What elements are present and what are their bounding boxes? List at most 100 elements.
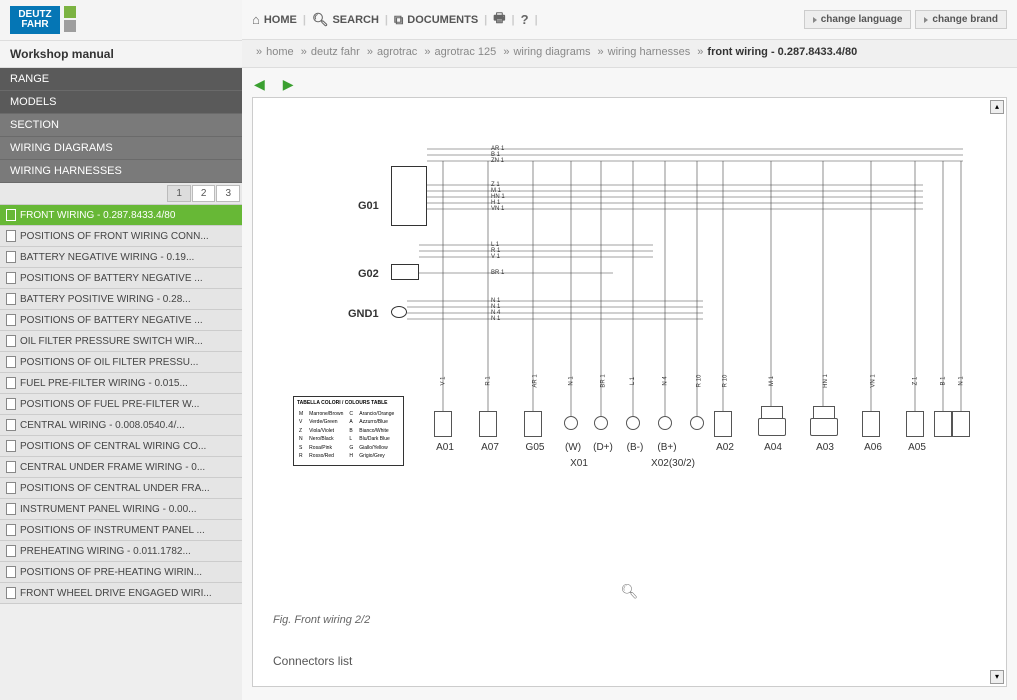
sidebar-item[interactable]: POSITIONS OF CENTRAL UNDER FRA... bbox=[0, 478, 242, 499]
sidebar-item-label: POSITIONS OF INSTRUMENT PANEL ... bbox=[20, 525, 205, 536]
sidebar-item-label: POSITIONS OF FUEL PRE-FILTER W... bbox=[20, 399, 199, 410]
document-icon bbox=[6, 545, 16, 557]
triangle-icon bbox=[924, 17, 928, 23]
connector-id: A04 bbox=[756, 442, 790, 453]
prev-arrow[interactable]: ◀ bbox=[254, 76, 265, 93]
sidebar-item[interactable]: OIL FILTER PRESSURE SWITCH WIR... bbox=[0, 331, 242, 352]
manual-title: Workshop manual bbox=[0, 40, 242, 68]
connector-shape bbox=[626, 416, 640, 430]
crumb[interactable]: wiring harnesses bbox=[608, 46, 691, 58]
sidebar-item[interactable]: POSITIONS OF FUEL PRE-FILTER W... bbox=[0, 394, 242, 415]
sidebar-item-label: FUEL PRE-FILTER WIRING - 0.015... bbox=[20, 378, 188, 389]
connector-shape bbox=[810, 406, 836, 436]
connector-id: (B+) bbox=[650, 442, 684, 453]
sidebar-cat-range[interactable]: RANGE bbox=[0, 68, 242, 91]
nav-print[interactable]: 🖶 bbox=[493, 9, 505, 31]
crumb-current: front wiring - 0.287.8433.4/80 bbox=[707, 46, 857, 58]
sidebar-item[interactable]: POSITIONS OF INSTRUMENT PANEL ... bbox=[0, 520, 242, 541]
logo-square-green bbox=[64, 6, 76, 18]
crumb[interactable]: wiring diagrams bbox=[513, 46, 590, 58]
change-language-button[interactable]: change language bbox=[804, 10, 912, 29]
nav-home[interactable]: ⌂ HOME bbox=[252, 12, 297, 27]
sidebar-item[interactable]: BATTERY POSITIVE WIRING - 0.28... bbox=[0, 289, 242, 310]
connector-shape bbox=[952, 411, 970, 437]
wire-label: V 1 bbox=[491, 254, 500, 260]
wiring-diagram: G01 G02 GND1 AR 1B 1ZN 1Z 1M 1HN 1H 1VN … bbox=[293, 116, 973, 486]
connector-sub: X01 bbox=[549, 458, 609, 469]
connector-shape bbox=[658, 416, 672, 430]
crumb[interactable]: home bbox=[266, 46, 294, 58]
sidebar-item[interactable]: PREHEATING WIRING - 0.011.1782... bbox=[0, 541, 242, 562]
connector-shape bbox=[564, 416, 578, 430]
document-icon bbox=[6, 398, 16, 410]
sidebar-cat-wiring-diagrams[interactable]: WIRING DIAGRAMS bbox=[0, 137, 242, 160]
nav-search[interactable]: 🔍︎ SEARCH bbox=[312, 12, 379, 28]
nav-help[interactable]: ? bbox=[521, 12, 529, 27]
document-icon bbox=[6, 251, 16, 263]
document-icon bbox=[6, 230, 16, 242]
logo-square-gray bbox=[64, 20, 76, 32]
sidebar-item-label: CENTRAL WIRING - 0.008.0540.4/... bbox=[20, 420, 185, 431]
sidebar-item[interactable]: FRONT WHEEL DRIVE ENGAGED WIRI... bbox=[0, 583, 242, 604]
crumb[interactable]: agrotrac 125 bbox=[435, 46, 497, 58]
sidebar-item[interactable]: POSITIONS OF FRONT WIRING CONN... bbox=[0, 226, 242, 247]
change-brand-button[interactable]: change brand bbox=[915, 10, 1007, 29]
sidebar-item[interactable]: POSITIONS OF PRE-HEATING WIRIN... bbox=[0, 562, 242, 583]
connector-shape bbox=[479, 411, 497, 437]
document-icon bbox=[6, 314, 16, 326]
crumb[interactable]: deutz fahr bbox=[311, 46, 360, 58]
content-area: ◀ ▶ ▴ ▾ G01 G02 GND1 AR 1B 1ZN 1Z 1M 1HN… bbox=[242, 68, 1017, 700]
wire-label: ZN 1 bbox=[491, 158, 504, 164]
connector-id: A07 bbox=[473, 442, 507, 453]
page-1[interactable]: 1 bbox=[167, 185, 191, 202]
top-nav: ⌂ HOME | 🔍︎ SEARCH | ⧉ DOCUMENTS | 🖶 | ?… bbox=[242, 0, 1017, 40]
sidebar-item[interactable]: POSITIONS OF BATTERY NEGATIVE ... bbox=[0, 268, 242, 289]
wire-label: R 10 bbox=[696, 375, 702, 388]
scroll-up-button[interactable]: ▴ bbox=[990, 100, 1004, 114]
wire-label: VN 1 bbox=[871, 374, 877, 387]
sidebar-item-label: POSITIONS OF BATTERY NEGATIVE ... bbox=[20, 273, 203, 284]
gnd-ring bbox=[391, 306, 407, 318]
sidebar-item[interactable]: POSITIONS OF BATTERY NEGATIVE ... bbox=[0, 310, 242, 331]
sidebar-item-label: POSITIONS OF BATTERY NEGATIVE ... bbox=[20, 315, 203, 326]
page-3[interactable]: 3 bbox=[216, 185, 240, 202]
connector-id: G05 bbox=[518, 442, 552, 453]
sidebar-item[interactable]: CENTRAL UNDER FRAME WIRING - 0... bbox=[0, 457, 242, 478]
next-arrow[interactable]: ▶ bbox=[283, 76, 294, 93]
scroll-down-button[interactable]: ▾ bbox=[990, 670, 1004, 684]
sidebar-cat-section[interactable]: SECTION bbox=[0, 114, 242, 137]
g02-block bbox=[391, 264, 419, 280]
wire-label: B 1 bbox=[941, 376, 947, 385]
brand-line2: FAHR bbox=[21, 20, 48, 30]
connector-id: A03 bbox=[808, 442, 842, 453]
sidebar-item[interactable]: FUEL PRE-FILTER WIRING - 0.015... bbox=[0, 373, 242, 394]
document-icon bbox=[6, 209, 16, 221]
sidebar-item[interactable]: INSTRUMENT PANEL WIRING - 0.00... bbox=[0, 499, 242, 520]
wire-label: N 1 bbox=[491, 316, 500, 322]
sidebar-item[interactable]: POSITIONS OF CENTRAL WIRING CO... bbox=[0, 436, 242, 457]
document-icon bbox=[6, 503, 16, 515]
page-2[interactable]: 2 bbox=[192, 185, 216, 202]
sidebar-item[interactable]: FRONT WIRING - 0.287.8433.4/80 bbox=[0, 205, 242, 226]
sidebar-item-label: POSITIONS OF CENTRAL UNDER FRA... bbox=[20, 483, 210, 494]
node-g01: G01 bbox=[358, 200, 379, 212]
nav-documents[interactable]: ⧉ DOCUMENTS bbox=[394, 12, 478, 28]
sidebar-item[interactable]: CENTRAL WIRING - 0.008.0540.4/... bbox=[0, 415, 242, 436]
document-icon bbox=[6, 440, 16, 452]
sidebar-item-label: FRONT WIRING - 0.287.8433.4/80 bbox=[20, 210, 175, 221]
sidebar-item[interactable]: BATTERY NEGATIVE WIRING - 0.19... bbox=[0, 247, 242, 268]
home-icon: ⌂ bbox=[252, 12, 260, 27]
connector-shape bbox=[758, 406, 784, 436]
connectors-list-heading: Connectors list bbox=[273, 654, 352, 668]
connector-id: (D+) bbox=[586, 442, 620, 453]
crumb[interactable]: agrotrac bbox=[377, 46, 417, 58]
sidebar-cat-models[interactable]: MODELS bbox=[0, 91, 242, 114]
wire-label: N 1 bbox=[959, 376, 965, 385]
sidebar-item[interactable]: POSITIONS OF OIL FILTER PRESSU... bbox=[0, 352, 242, 373]
wire-label: AR 1 bbox=[533, 374, 539, 387]
zoom-icon[interactable]: 🔍︎ bbox=[621, 583, 639, 600]
sidebar-cat-wiring-harnesses[interactable]: WIRING HARNESSES bbox=[0, 160, 242, 183]
wire-label: BR 1 bbox=[491, 270, 504, 276]
connector-shape bbox=[906, 411, 924, 437]
document-icon bbox=[6, 356, 16, 368]
